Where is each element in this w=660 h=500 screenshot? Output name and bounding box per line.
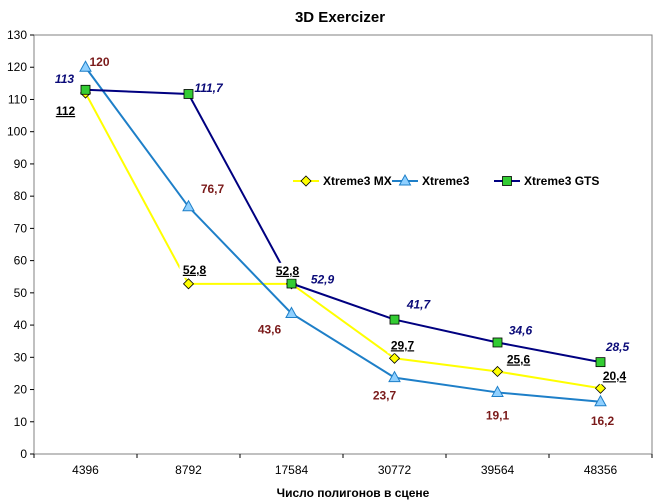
series-2-point (80, 84, 91, 95)
x-tick-label: 30772 (378, 463, 412, 477)
series-1-point (388, 370, 401, 383)
data-label: 52,8 (276, 264, 300, 278)
legend-label: Xtreme3 MX (323, 174, 392, 188)
series-2-point (389, 314, 400, 325)
series-1-point (182, 199, 195, 212)
y-tick-label: 20 (14, 383, 28, 397)
data-label-background (50, 103, 81, 120)
data-label: 29,7 (391, 338, 415, 352)
series-0-point (594, 382, 607, 394)
y-tick-label: 10 (14, 415, 28, 429)
legend-marker-0 (300, 175, 312, 187)
y-tick-label: 30 (14, 350, 28, 364)
x-tick-label: 17584 (275, 463, 309, 477)
series-1-point (491, 385, 504, 397)
y-tick-label: 90 (14, 157, 28, 171)
data-label: 113 (55, 72, 74, 86)
data-label: 16,2 (591, 414, 615, 428)
y-tick-label: 50 (14, 286, 28, 300)
series-line-0 (84, 92, 601, 390)
data-label-background (272, 262, 303, 279)
data-label: 52,9 (311, 272, 335, 286)
y-tick-label: 80 (14, 189, 28, 203)
series-1-point (285, 306, 298, 318)
series-2-point (286, 278, 297, 289)
series-1-point (594, 394, 607, 407)
series-line-2 (85, 88, 601, 364)
data-label: 34,6 (509, 323, 533, 337)
legend-label: Xtreme3 GTS (524, 174, 599, 188)
data-label-background (179, 261, 210, 278)
data-label-background (599, 368, 630, 385)
series-1-point (79, 60, 92, 72)
series-2-point (183, 89, 194, 99)
data-label: 23,7 (373, 389, 397, 403)
data-label: 41,7 (406, 298, 432, 312)
x-tick-label: 39564 (481, 463, 515, 477)
plot-area: 0 10 20 30 40 50 60 70 80 90 100 110 120 130 4396 8792 1… (7, 28, 653, 477)
y-tick-label: 40 (14, 318, 28, 332)
y-tick-label: 100 (7, 125, 27, 139)
data-label-background (503, 351, 534, 368)
data-label: 52,8 (183, 263, 207, 277)
data-label: 28,5 (605, 340, 630, 354)
y-tick-label: 60 (14, 254, 28, 268)
chart-title: 3D Exercizer (295, 9, 385, 26)
y-tick-label: 70 (14, 221, 28, 235)
series-0-point (491, 365, 504, 378)
y-tick-label: 130 (7, 28, 27, 42)
series-2-point (595, 357, 606, 368)
data-label: 19,1 (486, 408, 510, 422)
data-label: 43,6 (258, 322, 282, 336)
x-tick-label: 8792 (175, 463, 202, 477)
legend-marker-2 (502, 176, 512, 186)
y-tick-label: 0 (20, 447, 27, 461)
x-axis-title: Число полигонов в сцене (277, 486, 430, 500)
data-label: 112 (56, 104, 76, 118)
data-label: 76,7 (201, 182, 225, 196)
data-label: 120 (89, 55, 109, 69)
series-0-point (388, 352, 401, 364)
x-tick-label: 48356 (584, 463, 618, 477)
legend-label: Xtreme3 (422, 174, 470, 188)
x-tick-label: 4396 (72, 463, 99, 477)
data-label: 20,4 (603, 369, 627, 383)
legend-marker-1 (398, 173, 412, 186)
data-label: 111,7 (194, 81, 224, 95)
data-label-background (387, 337, 418, 354)
y-tick-label: 120 (7, 60, 27, 74)
y-tick-label: 110 (8, 92, 27, 106)
data-label: 25,6 (507, 352, 531, 366)
series-2-point (492, 337, 503, 348)
series-0-point (182, 278, 195, 290)
series-line-1 (84, 66, 601, 403)
